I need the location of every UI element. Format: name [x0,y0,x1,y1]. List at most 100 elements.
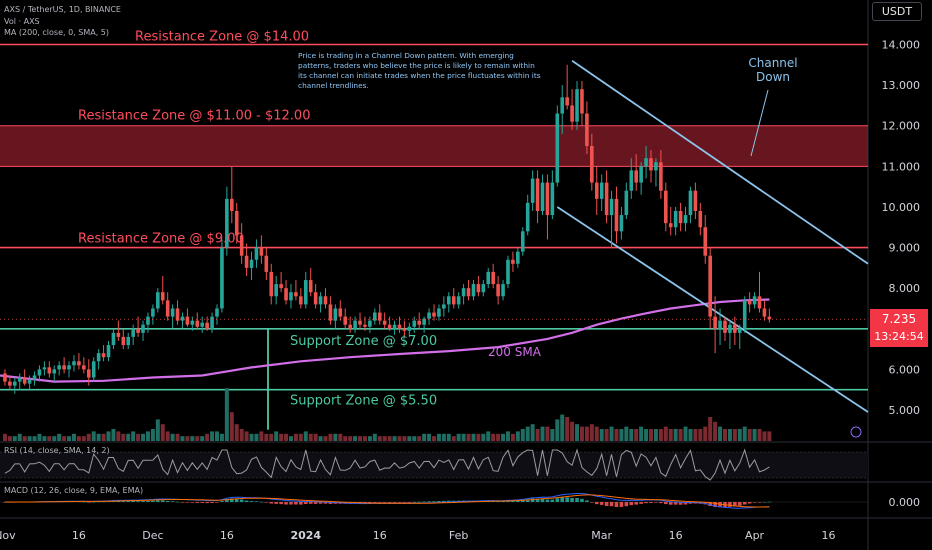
candle-body [555,113,560,183]
candle-body [718,320,722,329]
candle-body [516,251,520,264]
volume-bar [570,421,575,441]
macd-histogram-bar [313,502,318,504]
candle-body [289,292,293,301]
candle-body [284,288,288,301]
x-tick-label: Nov [0,529,16,542]
macd-histogram-bar [609,502,614,507]
macd-histogram-bar [299,502,303,505]
macd-histogram-bar [590,502,594,503]
sma-label: 200 SMA [488,345,542,359]
macd-histogram-bar [368,502,372,503]
candle-body [757,296,762,309]
rsi-band [0,452,868,478]
candle-body [762,308,767,317]
macd-histogram-bar [264,502,269,503]
volume-bar [520,429,525,441]
candle-body [338,308,343,317]
candle-body [382,320,387,325]
volume-bar [599,429,604,441]
candle-body [249,259,254,268]
macd-histogram-bar [210,502,214,503]
volume-bar [116,431,121,441]
volume-bar [71,433,76,441]
macd-histogram-bar [126,501,131,502]
volume-bar [101,433,106,441]
volume-bar [81,436,86,441]
candle-body [146,316,150,325]
candle-body [323,296,328,305]
volume-bar [476,433,481,441]
candle-body [106,345,111,358]
candle-body [392,324,397,329]
volume-bar [106,431,111,441]
volume-bar [505,431,510,441]
volume-bar [333,433,338,441]
volume-bar [348,436,353,441]
volume-bar [747,429,752,441]
candle-body [62,365,66,370]
volume-bar [377,436,382,441]
x-tick-label: Mar [591,529,612,542]
candle-body [264,255,269,272]
level-label-0: Resistance Zone @ $14.00 [135,30,309,45]
candle-body [728,324,732,333]
volume-bar [160,424,165,441]
volume-bar [372,433,377,441]
macd-histogram-bar [175,501,180,503]
ma-header: MA (200, close, 0, SMA, 5) [4,28,110,37]
analysis-note: Price is trading in a Channel Down patte… [298,51,541,90]
candle-body [565,97,569,106]
candle-body [550,182,555,216]
volume-bar [727,429,732,441]
currency-selector[interactable]: USDT [872,2,922,21]
volume-bar [698,429,703,441]
volume-bar [150,429,155,441]
macd-histogram-bar [629,502,634,506]
macd-histogram-bar [762,501,767,503]
volume-bar [52,436,57,441]
volume-bar [259,431,264,441]
candle-body [496,284,500,297]
volume-bar [254,433,259,441]
volume-bar [111,429,116,441]
candle-body [422,318,426,325]
volume-bar [501,433,506,441]
volume-bar [210,431,215,441]
volume-bar [328,433,333,441]
macd-histogram-bar [668,502,673,505]
volume-bar [471,433,476,441]
macd-histogram-bar [520,500,525,502]
macd-histogram-bar [274,502,278,504]
volume-bar [644,429,649,441]
channel-pointer [750,89,769,157]
volume-bar [624,426,629,441]
y-tick-label: 8.000 [889,282,921,295]
volume-bar [313,433,318,441]
candle-body [156,292,160,309]
candle-body [673,211,678,228]
rsi-line [4,448,770,481]
macd-histogram-bar [442,500,446,502]
candle-body [752,296,757,305]
volume-bar [446,433,451,441]
volume-bar [441,433,446,441]
volume-bar [407,436,412,441]
macd-histogram-bar [407,502,412,503]
volume-bar [47,436,52,441]
macd-histogram-bar [269,502,274,504]
macd-histogram-bar [82,501,86,503]
volume-bar [57,433,62,441]
volume-bar [264,433,269,441]
candle-body [624,190,629,216]
symbol-header: AXS / TetherUS, 1D, BINANCE [4,5,121,14]
volume-bar [22,436,27,441]
y-tick-label: 12.000 [882,120,921,133]
volume-bar [343,436,348,441]
macd-histogram-bar [718,502,722,508]
candle-body [767,316,772,320]
candle-body [377,312,382,321]
macd-histogram-bar [377,502,382,503]
candle-body [274,284,278,297]
